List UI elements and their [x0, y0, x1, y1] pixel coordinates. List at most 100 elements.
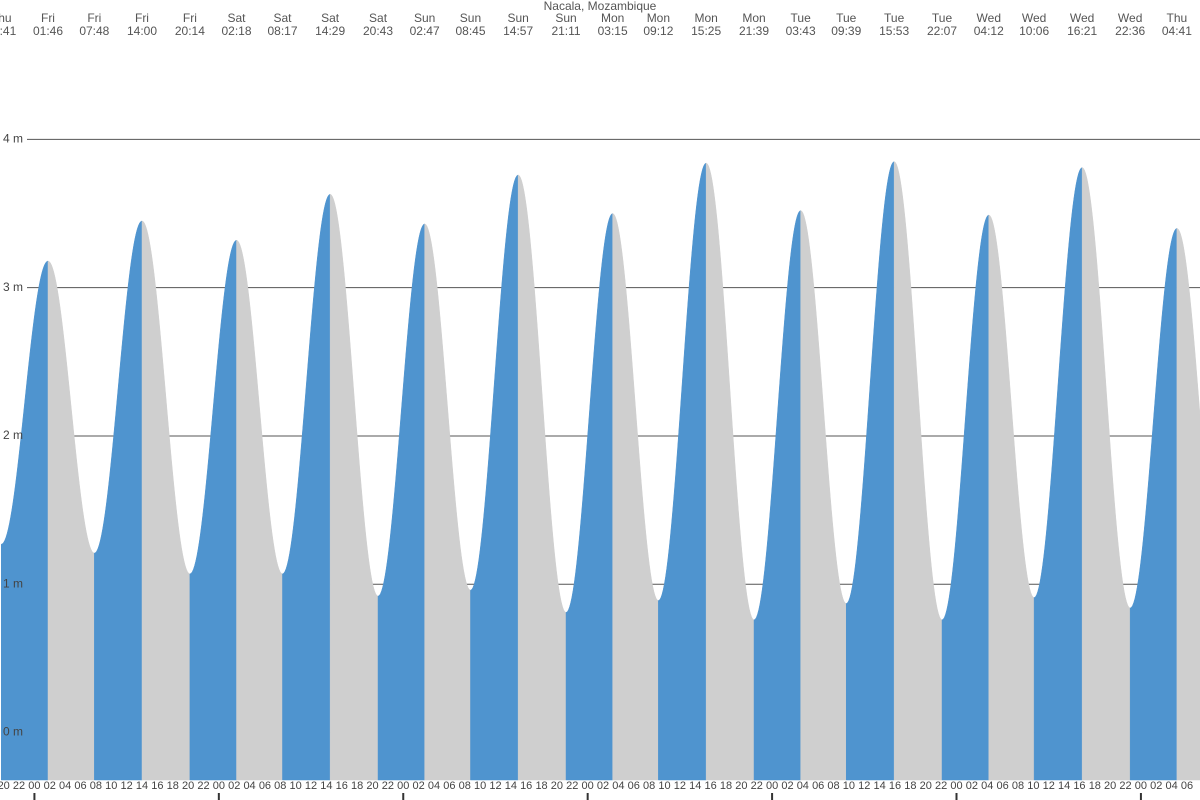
x-tick-label: 02 — [597, 780, 609, 792]
x-tick-label: 04 — [981, 780, 993, 792]
x-tick-label: 16 — [704, 780, 716, 792]
tide-area — [189, 239, 237, 781]
extreme-day: Fri — [41, 11, 55, 25]
x-tick-label: 10 — [105, 780, 117, 792]
extreme-day: Wed — [1022, 11, 1046, 25]
x-tick-label: 02 — [1150, 780, 1162, 792]
extreme-time: 14:00 — [127, 24, 157, 38]
extreme-time: 07:48 — [79, 24, 109, 38]
x-tick-label: 12 — [1043, 780, 1055, 792]
extreme-time: 10:06 — [1019, 24, 1049, 38]
extreme-day: Tue — [884, 11, 905, 25]
extreme-time: 22:07 — [927, 24, 957, 38]
extreme-time: 15:53 — [879, 24, 909, 38]
extreme-time: 09:39 — [831, 24, 861, 38]
x-tick-label: 06 — [74, 780, 86, 792]
extreme-time: 09:12 — [643, 24, 673, 38]
x-tick-label: 14 — [136, 780, 148, 792]
extreme-day: Sat — [273, 11, 292, 25]
x-tick-label: 22 — [751, 780, 763, 792]
tide-area — [893, 161, 943, 781]
x-tick-label: 20 — [735, 780, 747, 792]
x-tick-label: 06 — [812, 780, 824, 792]
extreme-day: Mon — [694, 11, 717, 25]
x-tick-label: 08 — [274, 780, 286, 792]
extreme-day: Fri — [135, 11, 149, 25]
extreme-time: 04:41 — [1162, 24, 1192, 38]
tide-area — [1, 260, 49, 781]
x-tick-label: 06 — [1181, 780, 1193, 792]
extreme-time: 03:43 — [786, 24, 816, 38]
extreme-day: Fri — [183, 11, 197, 25]
extreme-time: 15:25 — [691, 24, 721, 38]
tide-area — [47, 260, 95, 781]
x-tick-label: 14 — [320, 780, 332, 792]
tide-area — [424, 223, 471, 781]
x-tick-label: 22 — [382, 780, 394, 792]
x-tick-label: 20 — [551, 780, 563, 792]
tide-area — [565, 213, 613, 781]
y-tick-label: 1 m — [3, 576, 23, 590]
x-tick-label: 08 — [459, 780, 471, 792]
x-tick-label: 14 — [505, 780, 517, 792]
x-tick-label: 04 — [612, 780, 624, 792]
x-tick-label: 12 — [121, 780, 133, 792]
x-tick-label: 16 — [520, 780, 532, 792]
x-tick-label: 04 — [1166, 780, 1178, 792]
chart-title: Nacala, Mozambique — [544, 0, 657, 13]
x-tick-label: 04 — [428, 780, 440, 792]
x-tick-label: 06 — [443, 780, 455, 792]
x-tick-label: 12 — [674, 780, 686, 792]
tide-area — [800, 210, 847, 781]
extreme-time: 03:15 — [598, 24, 628, 38]
extreme-time: 22:36 — [1115, 24, 1145, 38]
extreme-day: Tue — [932, 11, 953, 25]
x-tick-label: 02 — [44, 780, 56, 792]
tide-area — [236, 239, 283, 781]
extreme-day: Sun — [555, 11, 576, 25]
x-tick-label: 04 — [59, 780, 71, 792]
extreme-day: Tue — [836, 11, 857, 25]
tide-area — [517, 174, 567, 781]
x-tick-label: 08 — [827, 780, 839, 792]
extreme-day: Sun — [414, 11, 435, 25]
extreme-time: 08:45 — [455, 24, 485, 38]
tide-area — [1176, 227, 1200, 781]
extreme-time: 21:11 — [551, 24, 580, 38]
extreme-day: Mon — [647, 11, 670, 25]
x-tick-label: 22 — [13, 780, 25, 792]
extreme-time: 19:41 — [0, 24, 17, 38]
x-tick-label: 06 — [259, 780, 271, 792]
tide-area — [612, 213, 659, 781]
x-tick-label: 18 — [351, 780, 363, 792]
extreme-time: 02:47 — [410, 24, 440, 38]
x-tick-label: 02 — [781, 780, 793, 792]
x-tick-label: 14 — [1058, 780, 1070, 792]
tide-area — [1033, 167, 1083, 781]
y-tick-label: 4 m — [3, 132, 23, 146]
x-tick-label: 08 — [90, 780, 102, 792]
tide-area — [845, 161, 895, 781]
tide-area — [658, 162, 707, 781]
x-tick-label: 00 — [582, 780, 594, 792]
x-tick-label: 00 — [766, 780, 778, 792]
extreme-day: Fri — [87, 11, 101, 25]
x-tick-label: 10 — [1027, 780, 1039, 792]
x-tick-label: 04 — [243, 780, 255, 792]
x-tick-label: 22 — [1119, 780, 1131, 792]
tide-area — [377, 223, 425, 781]
x-tick-label: 12 — [858, 780, 870, 792]
extreme-day: Sun — [460, 11, 481, 25]
extreme-time: 16:21 — [1067, 24, 1097, 38]
x-tick-label: 00 — [28, 780, 40, 792]
x-tick-label: 12 — [489, 780, 501, 792]
x-tick-label: 20 — [0, 780, 10, 792]
x-tick-label: 10 — [290, 780, 302, 792]
tide-area — [141, 220, 191, 781]
x-tick-label: 02 — [966, 780, 978, 792]
tide-area — [753, 210, 801, 781]
x-tick-label: 18 — [720, 780, 732, 792]
x-tick-label: 16 — [889, 780, 901, 792]
x-tick-label: 10 — [474, 780, 486, 792]
x-tick-label: 18 — [1089, 780, 1101, 792]
